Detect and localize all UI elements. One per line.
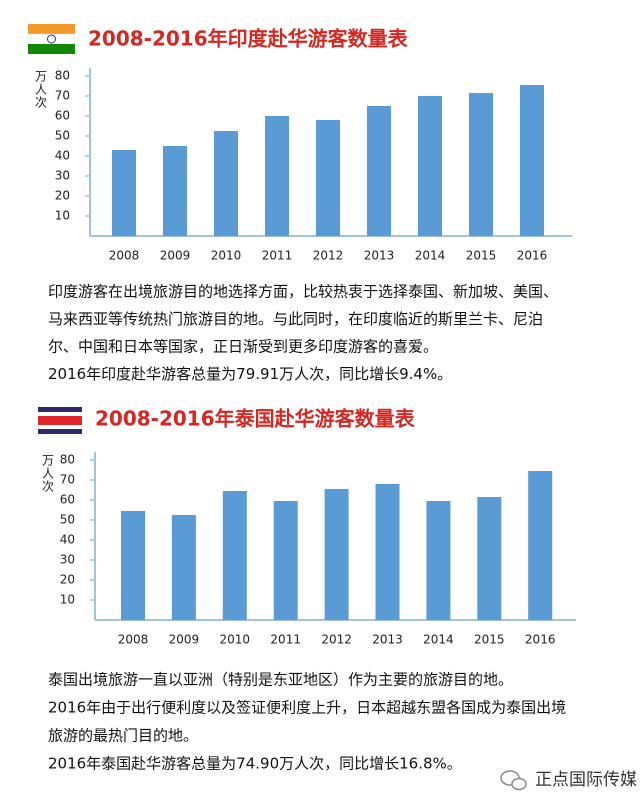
x-tick-label: 2010	[211, 249, 242, 263]
y-tick-label: 30	[60, 553, 75, 567]
bar	[469, 93, 493, 236]
bar	[121, 511, 145, 620]
y-tick-label: 60	[55, 109, 70, 123]
y-tick-label: 60	[60, 493, 75, 507]
x-tick-label: 2016	[517, 249, 548, 263]
x-tick-label: 2010	[220, 633, 251, 647]
paragraph-line: 泰国出境旅游一直以亚洲（特别是东亚地区）作为主要的旅游目的地。	[48, 671, 513, 689]
x-tick-label: 2009	[160, 249, 191, 263]
x-tick-label: 2012	[321, 633, 352, 647]
paragraph-line: 马来西亚等传统热门旅游目的地。与此同时，在印度临近的斯里兰卡、尼泊	[48, 310, 543, 328]
x-tick-label: 2012	[313, 249, 344, 263]
y-tick-label: 50	[60, 513, 75, 527]
bar	[324, 489, 349, 620]
bar	[163, 146, 187, 236]
paragraph-line: 尔、中国和日本等国家，正日渐受到更多印度游客的喜爱。	[48, 338, 438, 356]
bar	[520, 85, 544, 236]
bar	[375, 484, 400, 620]
x-tick-label: 2015	[466, 249, 497, 263]
y-tick-label: 30	[55, 169, 70, 183]
chart-title: 2008-2016年泰国赴华游客数量表	[95, 407, 416, 431]
paragraph-line: 2016年泰国赴华游客总量为74.90万人次，同比增长16.8%。	[48, 755, 462, 773]
y-tick-label: 80	[60, 453, 75, 467]
y-tick-label: 20	[60, 573, 75, 587]
paragraph-line: 印度游客在出境旅游目的地选择方面，比较热衷于选择泰国、新加坡、美国、	[48, 283, 558, 301]
x-tick-label: 2014	[415, 249, 446, 263]
paragraph-line: 旅游的最热门目的地。	[48, 727, 198, 745]
bar	[265, 116, 289, 236]
thailand-flag	[38, 407, 82, 434]
x-tick-label: 2011	[270, 633, 301, 647]
india-flag	[27, 24, 76, 54]
wechat-icon	[500, 770, 527, 791]
y-tick-label: 10	[55, 209, 70, 223]
x-tick-label: 2014	[423, 633, 454, 647]
bar	[112, 150, 136, 236]
y-axis-label: 万人次	[41, 454, 55, 493]
x-tick-label: 2015	[474, 633, 505, 647]
y-tick-label: 40	[55, 149, 70, 163]
bar	[426, 501, 451, 620]
y-tick-label: 10	[60, 593, 75, 607]
bar	[528, 471, 553, 620]
chart-title: 2008-2016年印度赴华游客数量表	[88, 27, 409, 51]
y-tick-label: 20	[55, 189, 70, 203]
y-tick-label: 80	[55, 69, 70, 83]
bar	[222, 491, 247, 620]
x-tick-label: 2008	[109, 249, 140, 263]
paragraph-line: 2016年由于出行便利度以及签证便利度上升，日本超越东盟各国成为泰国出境	[48, 699, 566, 717]
x-tick-label: 2013	[372, 633, 403, 647]
bar	[171, 515, 196, 620]
bar	[214, 131, 238, 236]
x-tick-label: 2013	[364, 249, 395, 263]
y-tick-label: 70	[55, 89, 70, 103]
x-tick-label: 2016	[525, 633, 556, 647]
x-tick-label: 2008	[118, 633, 149, 647]
bar	[418, 96, 442, 236]
y-axis-label: 万人次	[34, 70, 48, 109]
paragraph-line: 2016年印度赴华游客总量为79.91万人次，同比增长9.4%。	[48, 365, 452, 383]
bar	[273, 501, 298, 620]
bar	[367, 106, 391, 236]
x-tick-label: 2011	[262, 249, 293, 263]
y-tick-label: 40	[60, 533, 75, 547]
bar	[316, 120, 340, 236]
y-tick-label: 70	[60, 473, 75, 487]
bar	[477, 497, 502, 620]
watermark: 正点国际传媒	[535, 770, 637, 790]
x-tick-label: 2009	[169, 633, 200, 647]
y-tick-label: 50	[55, 129, 70, 143]
